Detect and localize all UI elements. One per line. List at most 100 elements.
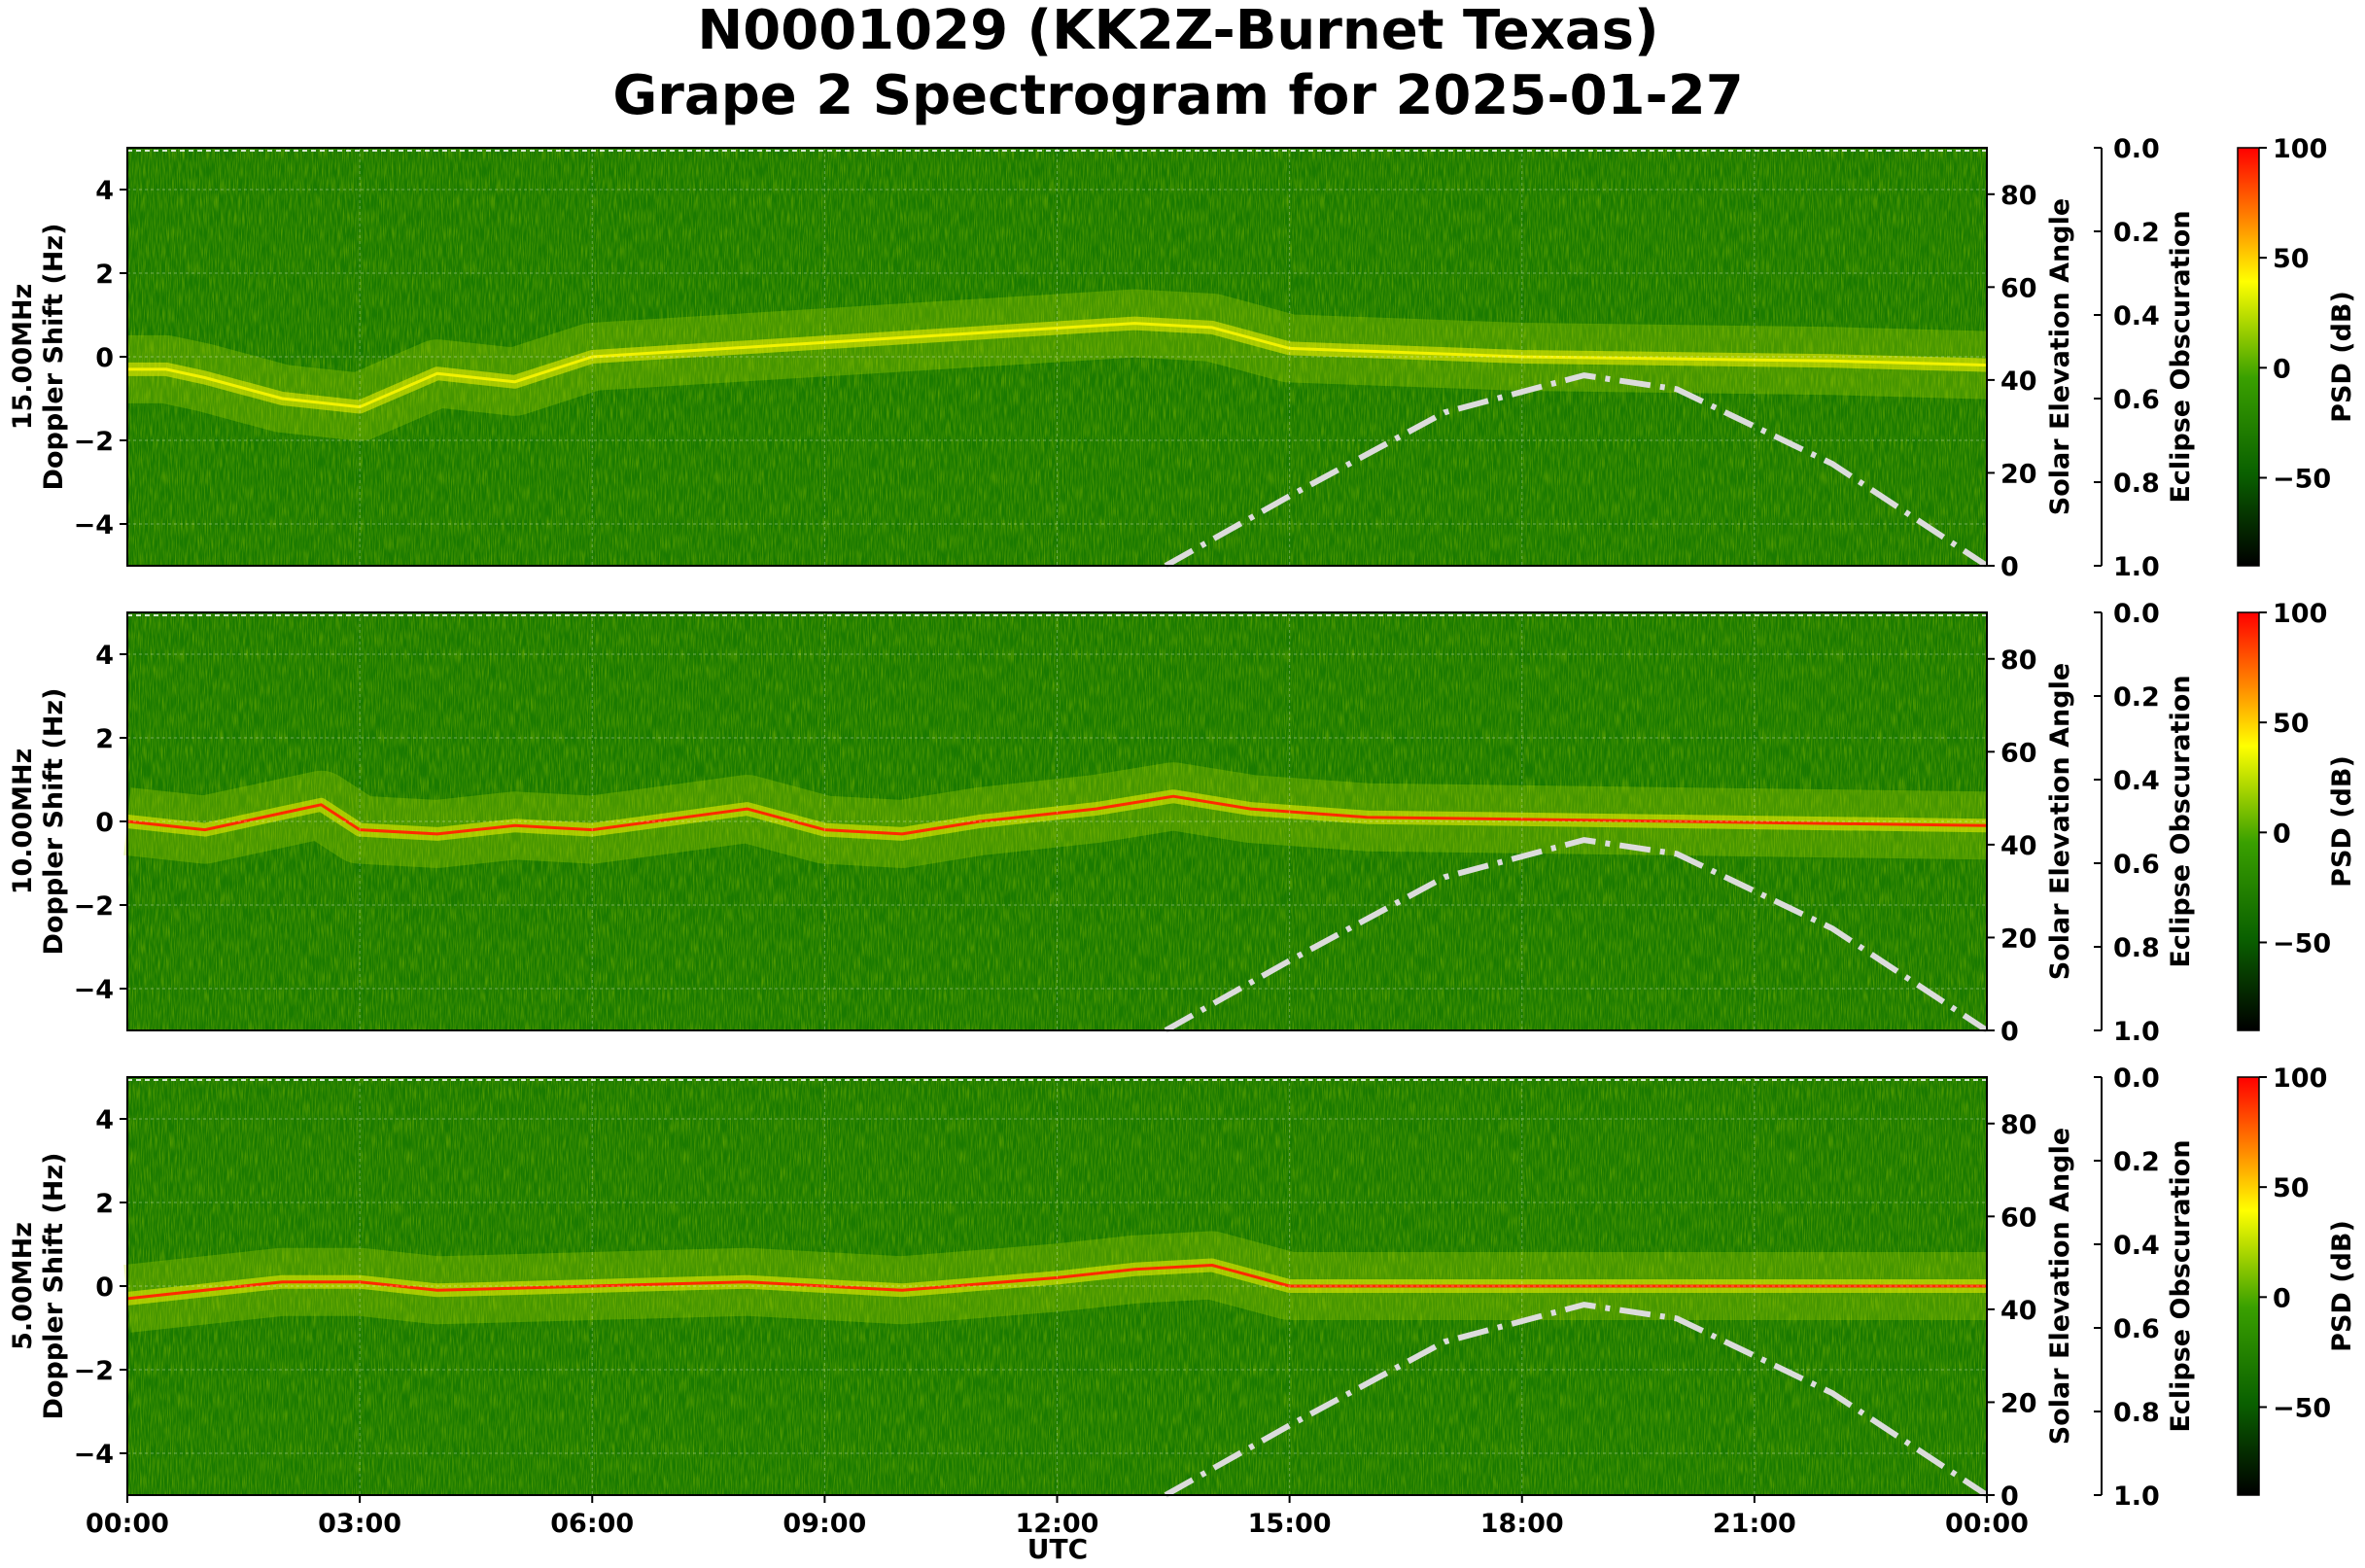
x-axis: 00:00 03:00 06:00 09:00 12:00 15:00 18:00 21:00…	[86, 1495, 2029, 1539]
chart-title-line2: Grape 2 Spectrogram for 2025-01-27	[612, 64, 1743, 127]
eclipse-tick-label: 0.4	[2113, 301, 2160, 331]
panel-15.00MHz: 420−2−415.00MHzDoppler Shift (Hz)8060402…	[8, 134, 2357, 582]
y-tick-label: 0	[95, 343, 114, 373]
eclipse-obscuration-label: Eclipse Obscuration	[2166, 675, 2196, 967]
eclipse-tick-label: 0.0	[2113, 599, 2160, 629]
chart-title-line1: N0001029 (KK2Z-Burnet Texas)	[697, 0, 1658, 62]
y-tick-label: −4	[74, 975, 114, 1005]
eclipse-tick-label: 0.8	[2113, 1398, 2160, 1428]
panels: 420−2−415.00MHzDoppler Shift (Hz)8060402…	[8, 134, 2357, 1539]
y-tick-label: 2	[95, 260, 114, 290]
panel-10.00MHz: 420−2−410.00MHzDoppler Shift (Hz)8060402…	[8, 599, 2357, 1047]
solar-tick-label: 20	[2000, 459, 2037, 489]
eclipse-tick-label: 0.2	[2113, 218, 2160, 248]
y-tick-label: −2	[74, 1356, 114, 1386]
solar-elevation-curve	[1164, 837, 1989, 1033]
y-axis-label-band: 10.00MHz	[8, 749, 38, 895]
colorbar-tick-label: 50	[2273, 709, 2310, 739]
eclipse-tick-label: 1.0	[2113, 1017, 2160, 1047]
y-tick-label: 4	[95, 641, 114, 671]
y-tick-label: 4	[95, 176, 114, 206]
y-axis-label-text: Doppler Shift (Hz)	[39, 1153, 69, 1420]
eclipse-tick-label: 0.2	[2113, 1147, 2160, 1177]
eclipse-tick-label: 0.6	[2113, 385, 2160, 415]
solar-tick-label: 40	[2000, 366, 2037, 397]
colorbar-tick-label: 0	[2273, 1283, 2291, 1313]
solar-elevation-label: Solar Elevation Angle	[2045, 1128, 2075, 1445]
colorbar-tick-label: −50	[2273, 928, 2331, 958]
x-tick-label: 09:00	[783, 1509, 866, 1539]
colorbar-tick-label: 0	[2273, 354, 2291, 384]
colorbar-label: PSD (dB)	[2327, 291, 2357, 423]
y-tick-label: 0	[95, 808, 114, 838]
eclipse-tick-label: 0.0	[2113, 134, 2160, 164]
solar-tick-label: 80	[2000, 1110, 2037, 1140]
y-axis-label: 10.00MHzDoppler Shift (Hz)	[8, 688, 69, 956]
colorbar	[2237, 1076, 2260, 1496]
solar-tick-label: 80	[2000, 181, 2037, 211]
panel-5.00MHz: 420−2−45.00MHzDoppler Shift (Hz)80604020…	[8, 1063, 2357, 1512]
x-tick-label: 00:00	[1945, 1509, 2029, 1539]
colorbar	[2237, 147, 2260, 567]
y-tick-label: 2	[95, 1189, 114, 1219]
x-tick-label: 03:00	[318, 1509, 401, 1539]
y-axis-label: 5.00MHzDoppler Shift (Hz)	[8, 1153, 69, 1420]
eclipse-tick-label: 0.4	[2113, 1231, 2160, 1261]
x-tick-label: 00:00	[86, 1509, 169, 1539]
solar-elevation-label: Solar Elevation Angle	[2045, 198, 2075, 515]
eclipse-tick-label: 1.0	[2113, 552, 2160, 582]
solar-tick-label: 0	[2000, 1481, 2019, 1512]
colorbar-tick-label: −50	[2273, 464, 2331, 494]
x-axis-label: UTC	[1027, 1533, 1088, 1565]
colorbar-tick-label: 100	[2273, 134, 2327, 164]
y-axis-label-band: 5.00MHz	[8, 1222, 38, 1350]
solar-tick-label: 80	[2000, 645, 2037, 676]
solar-elevation-curve	[1164, 1302, 1989, 1498]
x-tick-label: 21:00	[1713, 1509, 1796, 1539]
solar-tick-label: 40	[2000, 1296, 2037, 1326]
colorbar-tick-label: 100	[2273, 1063, 2327, 1094]
solar-elevation-label: Solar Elevation Angle	[2045, 663, 2075, 980]
eclipse-obscuration-label: Eclipse Obscuration	[2166, 210, 2196, 503]
y-tick-label: −4	[74, 510, 114, 540]
colorbar	[2237, 611, 2260, 1031]
y-tick-label: 0	[95, 1272, 114, 1303]
colorbar-tick-label: 100	[2273, 599, 2327, 629]
solar-tick-label: 20	[2000, 923, 2037, 954]
y-tick-label: 4	[95, 1105, 114, 1135]
eclipse-tick-label: 0.8	[2113, 933, 2160, 963]
y-axis-label-band: 15.00MHz	[8, 284, 38, 431]
y-tick-label: −2	[74, 891, 114, 922]
solar-tick-label: 40	[2000, 831, 2037, 861]
solar-tick-label: 60	[2000, 1202, 2037, 1233]
doppler-trace-line	[126, 1264, 1987, 1301]
y-axis-label: 15.00MHzDoppler Shift (Hz)	[8, 224, 69, 491]
eclipse-tick-label: 0.8	[2113, 469, 2160, 499]
eclipse-tick-label: 0.6	[2113, 850, 2160, 880]
x-tick-label: 18:00	[1480, 1509, 1564, 1539]
doppler-trace-line	[127, 322, 1988, 409]
eclipse-tick-label: 0.4	[2113, 766, 2160, 796]
colorbar-label: PSD (dB)	[2327, 755, 2357, 888]
doppler-trace-line	[126, 794, 1988, 836]
eclipse-obscuration-label: Eclipse Obscuration	[2166, 1139, 2196, 1432]
y-tick-label: −2	[74, 427, 114, 457]
solar-tick-label: 60	[2000, 273, 2037, 303]
x-tick-label: 12:00	[1016, 1509, 1099, 1539]
solar-tick-label: 60	[2000, 738, 2037, 768]
eclipse-tick-label: 1.0	[2113, 1481, 2160, 1512]
colorbar-tick-label: 0	[2273, 819, 2291, 849]
colorbar-tick-label: 50	[2273, 1173, 2310, 1203]
y-axis-label-text: Doppler Shift (Hz)	[39, 688, 69, 956]
solar-tick-label: 20	[2000, 1388, 2037, 1418]
colorbar-tick-label: −50	[2273, 1393, 2331, 1423]
y-tick-label: −4	[74, 1440, 114, 1470]
colorbar-tick-label: 50	[2273, 244, 2310, 274]
solar-tick-label: 0	[2000, 552, 2019, 582]
solar-elevation-curve	[1164, 372, 1989, 569]
eclipse-tick-label: 0.0	[2113, 1063, 2160, 1094]
y-tick-label: 2	[95, 724, 114, 754]
eclipse-tick-label: 0.2	[2113, 682, 2160, 713]
solar-tick-label: 0	[2000, 1017, 2019, 1047]
